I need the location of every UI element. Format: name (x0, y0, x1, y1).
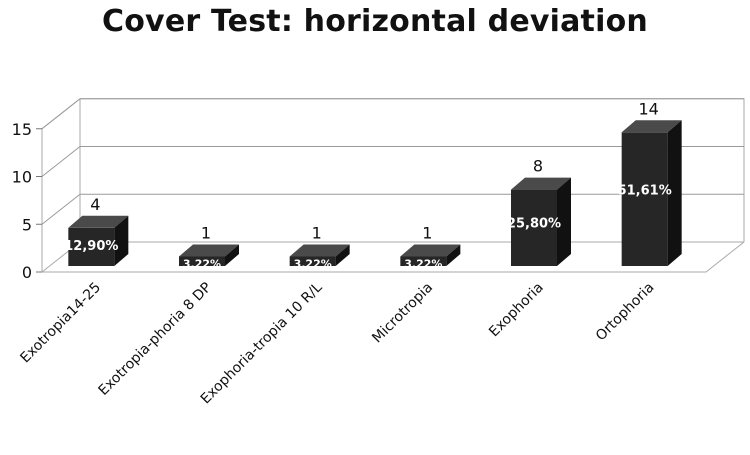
bar-value-label: 1 (422, 223, 432, 242)
bar-percent-label: 12,90% (64, 239, 118, 254)
bar-percent-label: 3,22% (294, 257, 332, 270)
bar-side (335, 244, 350, 266)
bar-side (225, 244, 239, 266)
bar-percent-label: 25,80% (507, 217, 561, 232)
bar-side (446, 244, 461, 266)
y-tick-label: 5 (22, 215, 32, 234)
x-category-label: Exophoria (486, 280, 547, 341)
bar-value-label: 4 (90, 195, 100, 214)
bar-value-label: 14 (638, 99, 658, 118)
y-tick-label: 15 (12, 120, 32, 139)
bar-top (621, 120, 682, 133)
bar-side (557, 177, 571, 266)
bar: 4 12,90% (64, 195, 129, 266)
bar-front (289, 256, 336, 266)
x-category-label: Exophoria-tropia 10 R/L (198, 279, 326, 407)
bar: 1 3,22% (179, 223, 239, 270)
bar-value-label: 8 (533, 157, 543, 176)
y-tick-label: 0 (22, 263, 32, 282)
bar-side (114, 215, 129, 266)
x-category-label: Microtropia (369, 280, 436, 347)
x-category-label: Exotropia14-25 (17, 280, 104, 367)
bar-top (68, 215, 129, 228)
gridline-side (41, 193, 81, 225)
bar-front (400, 256, 447, 266)
bar-front (511, 189, 557, 266)
bar-percent-label: 3,22% (183, 257, 221, 270)
bars: 4 12,90% 1 3,22% 1 3,22% 1 3,22% 8 25,80% 14 51,61% (64, 99, 682, 270)
bar-percent-label: 3,22% (404, 257, 442, 270)
bar: 14 51,61% (618, 99, 682, 266)
gridline-side (41, 98, 81, 130)
bar-top (400, 244, 461, 257)
bar: 1 3,22% (400, 223, 461, 270)
y-tick-label: 10 (12, 168, 32, 187)
bar-front (68, 227, 115, 266)
chart-title: Cover Test: horizontal deviation (102, 4, 648, 39)
bar-side (667, 120, 682, 266)
bar-top (289, 244, 350, 257)
bar-front (179, 256, 225, 266)
bar-front (621, 132, 668, 266)
floor-edge (41, 128, 745, 273)
bar: 1 3,22% (289, 223, 350, 270)
x-category-label: Exotropia-phoria 8 DP (95, 280, 214, 399)
bar: 8 25,80% (507, 157, 571, 266)
bar-value-label: 1 (201, 223, 211, 242)
gridline-side (41, 146, 81, 177)
bar-top (511, 177, 571, 190)
bar-percent-label: 51,61% (618, 183, 672, 198)
bar-top (179, 244, 239, 257)
bar-value-label: 1 (312, 223, 322, 242)
y-axis-ticks: 0 5 10 15 (12, 120, 42, 282)
x-category-label: Ortophoria (593, 280, 658, 345)
